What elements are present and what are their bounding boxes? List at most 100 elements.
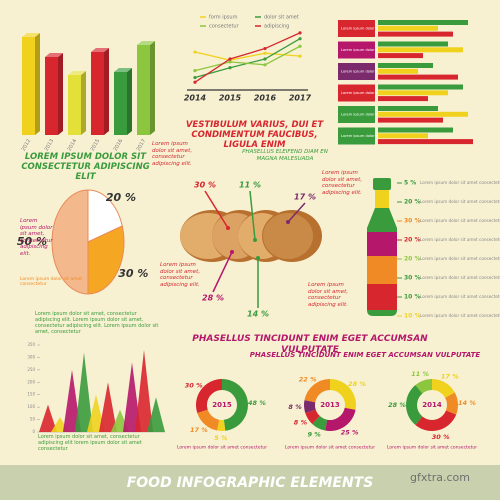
legend-label: adipiscing xyxy=(264,24,289,30)
category-block xyxy=(338,127,375,145)
note: Lorem ipsum dolor sit amet, consectetur … xyxy=(160,262,201,288)
category-label: Lorem ipsum dolor sit xyxy=(341,113,381,117)
x-tick-label: 2016 xyxy=(254,94,277,103)
bar-top xyxy=(91,48,109,52)
bar xyxy=(378,20,468,25)
bar-top xyxy=(137,41,155,45)
value-label: 30 % xyxy=(185,382,203,390)
bar xyxy=(91,52,104,135)
value-label: 25 % xyxy=(341,428,359,436)
value-label: 28 % xyxy=(202,294,224,303)
heading: LOREM IPSUM DOLOR SIT CONSECTETUR ADIPIS… xyxy=(21,152,150,183)
value-label: 20 % xyxy=(404,237,420,244)
item-label: Lorem ipsum dolor sit amet consectetur xyxy=(420,275,500,280)
donut-segment xyxy=(415,379,432,394)
bar xyxy=(378,106,438,111)
category-block xyxy=(338,63,375,80)
value-label: 5 % xyxy=(404,180,416,187)
value-label: 9 % xyxy=(307,430,321,438)
bar-top-light xyxy=(22,33,40,37)
bar xyxy=(378,68,418,74)
point xyxy=(228,66,232,70)
value-label: 30 % xyxy=(404,218,420,225)
value-label: 5 % xyxy=(214,434,228,442)
value-label: 28 % xyxy=(348,380,366,388)
category-label: Lorem ipsum dolor sit xyxy=(341,134,381,138)
x-tick-label: 2015 xyxy=(219,94,242,103)
value-label: 11 % xyxy=(239,181,261,190)
y-tick-label: 100 xyxy=(27,404,35,409)
bar-top xyxy=(68,71,86,75)
pin xyxy=(253,238,257,242)
note: Lorem ipsum dolor sit amet, consectetur … xyxy=(322,170,363,196)
point xyxy=(298,31,302,35)
donut-segment xyxy=(330,379,356,410)
item-label: Lorem ipsum dolor sit amet consectetur xyxy=(420,180,500,185)
value-label: 28 % xyxy=(388,401,406,409)
donut-segment xyxy=(197,409,220,431)
legend-label: form ipsum xyxy=(209,15,238,21)
bar xyxy=(137,45,150,135)
x-tick-label: 2017 xyxy=(289,94,312,103)
y-tick-label: 250 xyxy=(27,367,35,372)
value-label: 30 % xyxy=(194,181,216,190)
bar-shade xyxy=(150,41,155,135)
y-tick-label: 350 xyxy=(27,342,35,347)
paragraph: Lorem ipsum dolor sit amet, consectetur … xyxy=(35,311,159,335)
pin xyxy=(226,226,230,230)
value-label: 22 % xyxy=(299,376,317,384)
line xyxy=(194,45,301,72)
point xyxy=(263,57,267,61)
value-label: 48 % xyxy=(248,399,266,407)
category-label: Lorem ipsum dolor sit xyxy=(341,91,381,95)
item-label: Lorem ipsum dolor sit amet consectetur xyxy=(420,256,500,261)
pointer xyxy=(249,190,256,241)
bar-top xyxy=(114,68,132,72)
bar-shade xyxy=(127,68,132,135)
category-block xyxy=(338,20,375,37)
point xyxy=(193,50,197,54)
x-tick-label: 2013 xyxy=(44,138,56,152)
donut-segment xyxy=(304,400,316,414)
bar xyxy=(378,41,448,47)
value-label: 8 % xyxy=(288,403,302,411)
bar xyxy=(378,133,428,139)
spike xyxy=(87,394,105,432)
heading: PHASELLUS TINCIDUNT ENIM EGET ACCUMSAN V… xyxy=(249,351,481,359)
bar xyxy=(45,57,58,135)
point xyxy=(193,69,197,73)
bar-top-light xyxy=(114,68,132,72)
heading: PHASELLUS TINCIDUNT ENIM EGET ACCUMSAN V… xyxy=(192,334,428,355)
donut-segment xyxy=(305,409,320,424)
bar-top xyxy=(45,53,63,57)
bar xyxy=(378,139,473,145)
bar-top-light xyxy=(45,53,63,57)
spike xyxy=(147,397,165,432)
caption: Lorem ipsum dolor sit amet consectetur xyxy=(285,445,375,451)
y-tick-label: 0 xyxy=(32,429,35,434)
bar xyxy=(68,75,81,135)
bar xyxy=(378,74,458,80)
value-label: 30 % xyxy=(432,433,450,441)
point xyxy=(298,44,302,48)
spike xyxy=(123,362,141,432)
bar xyxy=(378,117,443,123)
y-tick-label: 200 xyxy=(27,379,35,384)
heading: PHASELLUS ELEIFEND DIAM EN MAGNA MALESUA… xyxy=(242,149,328,162)
bottle xyxy=(367,178,397,316)
donut-title: 2013 xyxy=(320,401,340,409)
pointer xyxy=(287,202,306,223)
value-label: 50 % xyxy=(17,235,47,248)
watermark: gfxtra.com xyxy=(410,471,470,484)
egg-segment xyxy=(51,189,89,295)
egg-segment xyxy=(87,189,123,243)
donut-segment xyxy=(304,379,330,403)
donut-title: 2014 xyxy=(422,401,442,409)
donut-segment xyxy=(406,384,423,426)
bread xyxy=(180,210,322,262)
donut-segment xyxy=(445,392,459,415)
category-block xyxy=(338,106,375,123)
bar-top xyxy=(22,33,40,37)
category-block xyxy=(338,84,375,102)
